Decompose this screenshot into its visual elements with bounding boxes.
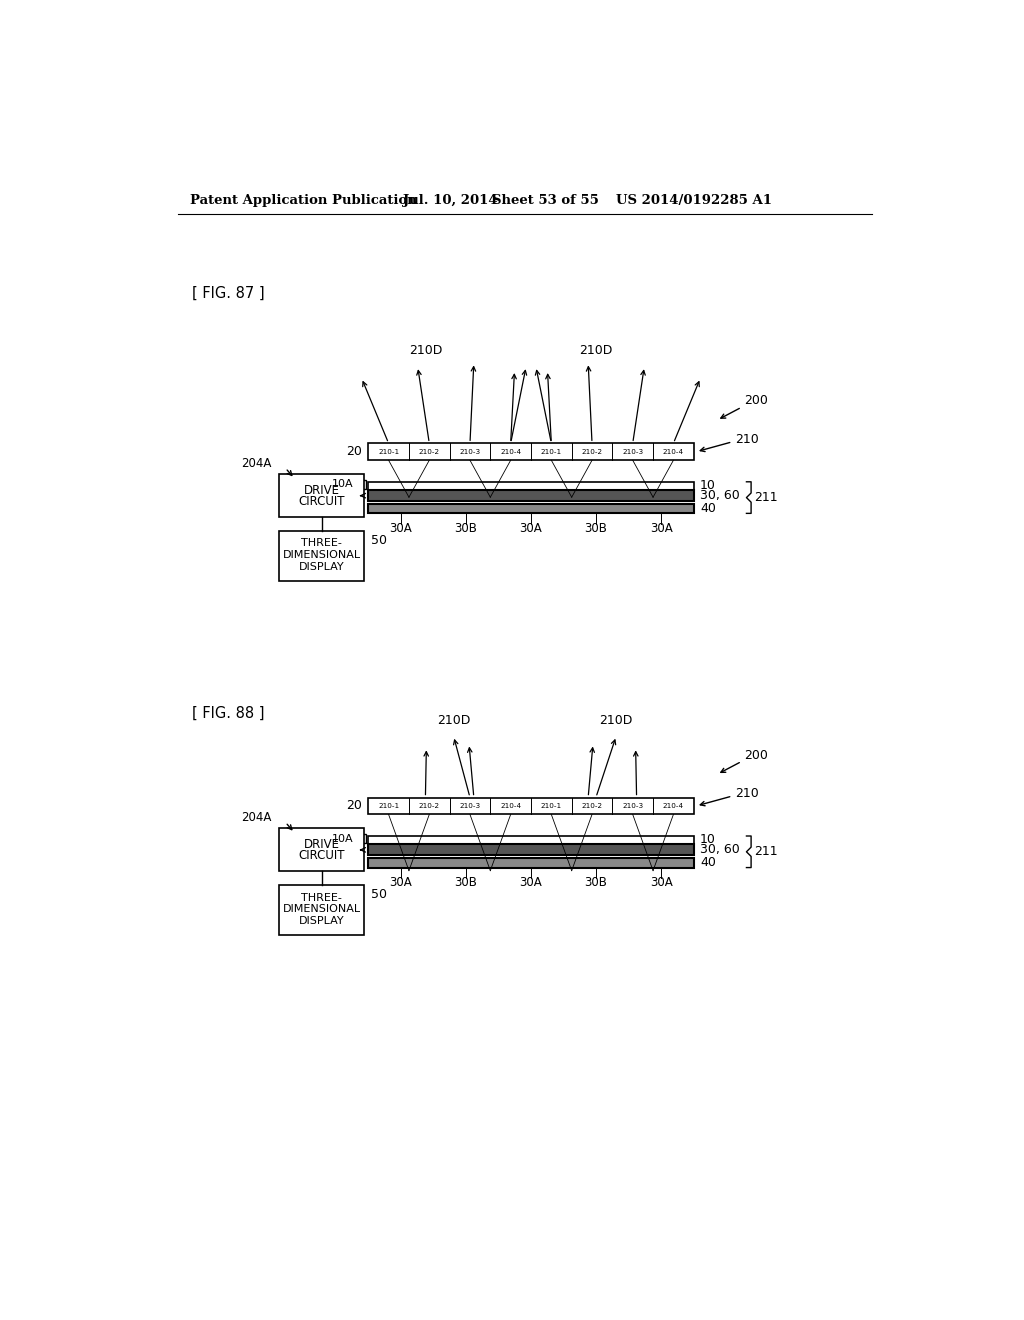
Text: THREE-: THREE- — [301, 539, 342, 548]
Text: 50: 50 — [371, 888, 387, 902]
Text: US 2014/0192285 A1: US 2014/0192285 A1 — [616, 194, 772, 207]
Bar — [369, 845, 693, 855]
Text: DRIVE: DRIVE — [304, 483, 340, 496]
Bar — [280, 886, 365, 936]
Bar — [357, 834, 366, 843]
Bar — [280, 474, 365, 517]
Bar — [369, 490, 693, 502]
Text: 210-4: 210-4 — [500, 449, 521, 455]
Text: 30A: 30A — [519, 876, 543, 890]
Text: 10A: 10A — [332, 834, 353, 843]
Text: 20: 20 — [346, 800, 362, 813]
Text: 30, 60: 30, 60 — [700, 843, 739, 857]
Text: DRIVE: DRIVE — [304, 838, 340, 851]
Text: 210: 210 — [735, 433, 759, 446]
Text: DISPLAY: DISPLAY — [299, 916, 344, 925]
Text: 211: 211 — [755, 845, 778, 858]
Text: Sheet 53 of 55: Sheet 53 of 55 — [493, 194, 599, 207]
Text: [ FIG. 88 ]: [ FIG. 88 ] — [193, 705, 265, 721]
Text: 210-2: 210-2 — [419, 803, 440, 809]
Text: THREE-: THREE- — [301, 892, 342, 903]
Text: 210-1: 210-1 — [378, 803, 399, 809]
Text: 210D: 210D — [580, 345, 612, 358]
Text: Jul. 10, 2014: Jul. 10, 2014 — [403, 194, 498, 207]
Bar — [357, 480, 366, 488]
Text: 210-1: 210-1 — [541, 803, 562, 809]
Text: 210-2: 210-2 — [582, 803, 602, 809]
Text: 210-3: 210-3 — [623, 449, 643, 455]
Text: CIRCUIT: CIRCUIT — [299, 849, 345, 862]
Text: 20: 20 — [346, 445, 362, 458]
Text: 210D: 210D — [437, 714, 470, 727]
Text: 50: 50 — [371, 533, 387, 546]
Text: 40: 40 — [700, 502, 716, 515]
Text: 30B: 30B — [585, 523, 607, 536]
Text: DIMENSIONAL: DIMENSIONAL — [283, 904, 360, 915]
Text: 210-1: 210-1 — [541, 449, 562, 455]
Text: 211: 211 — [755, 491, 778, 504]
Bar — [280, 531, 365, 581]
Text: DISPLAY: DISPLAY — [299, 561, 344, 572]
Text: 40: 40 — [700, 857, 716, 870]
Text: DIMENSIONAL: DIMENSIONAL — [283, 550, 360, 560]
Text: 210-2: 210-2 — [419, 449, 440, 455]
Text: 30A: 30A — [650, 523, 673, 536]
Bar — [280, 829, 365, 871]
Text: 30A: 30A — [650, 876, 673, 890]
Text: 30, 60: 30, 60 — [700, 490, 739, 502]
Bar — [369, 504, 693, 513]
Text: 30B: 30B — [455, 523, 477, 536]
Text: 10: 10 — [700, 833, 716, 846]
Text: Patent Application Publication: Patent Application Publication — [190, 194, 417, 207]
Bar — [369, 797, 693, 814]
Text: 210-3: 210-3 — [460, 803, 480, 809]
Text: 210: 210 — [735, 787, 759, 800]
Text: 204A: 204A — [241, 810, 271, 824]
Text: 30A: 30A — [519, 523, 543, 536]
Text: 30B: 30B — [455, 876, 477, 890]
Text: 30B: 30B — [585, 876, 607, 890]
Text: 210-4: 210-4 — [500, 803, 521, 809]
Bar — [369, 836, 693, 843]
Bar — [369, 482, 693, 490]
Text: 210D: 210D — [409, 345, 442, 358]
Text: 210-4: 210-4 — [663, 449, 684, 455]
Text: [ FIG. 87 ]: [ FIG. 87 ] — [193, 285, 265, 301]
Text: 210-2: 210-2 — [582, 449, 602, 455]
Text: 200: 200 — [744, 748, 768, 762]
Text: 10: 10 — [700, 479, 716, 492]
Text: 210-1: 210-1 — [378, 449, 399, 455]
Bar — [369, 444, 693, 461]
Text: 10A: 10A — [332, 479, 353, 490]
Text: 210D: 210D — [600, 714, 633, 727]
Text: 210-4: 210-4 — [663, 803, 684, 809]
Text: 30A: 30A — [389, 523, 413, 536]
Text: 30A: 30A — [389, 876, 413, 890]
Text: 204A: 204A — [241, 457, 271, 470]
Text: 200: 200 — [744, 395, 768, 408]
Text: CIRCUIT: CIRCUIT — [299, 495, 345, 508]
Text: 210-3: 210-3 — [623, 803, 643, 809]
Text: 210-3: 210-3 — [460, 449, 480, 455]
Bar — [369, 858, 693, 867]
